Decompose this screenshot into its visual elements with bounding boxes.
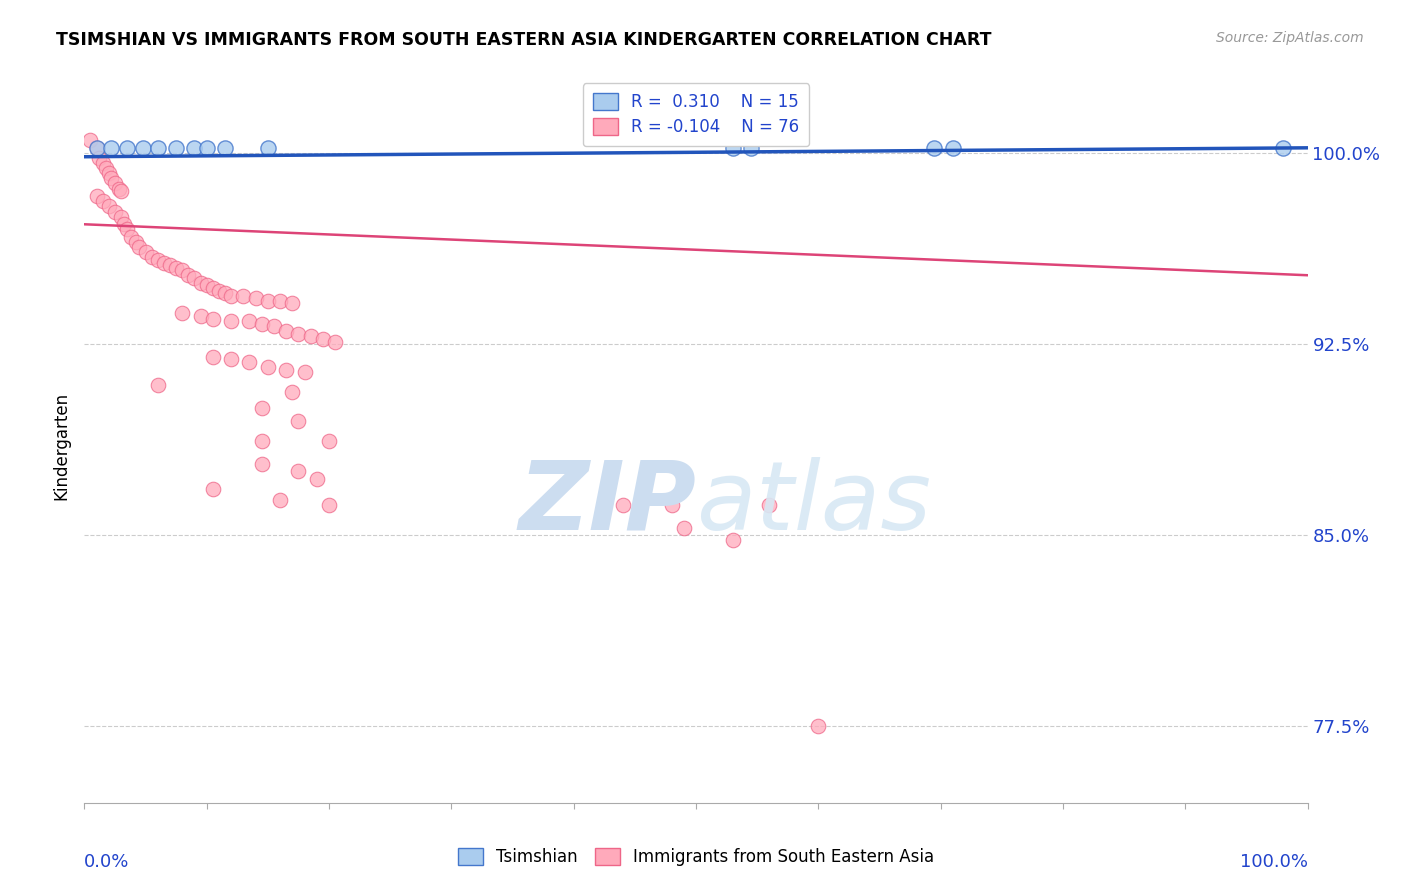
Point [104, 204, 127, 219]
Point [312, 332, 335, 346]
Point [219, 352, 242, 367]
Point [232, 288, 254, 302]
Text: TSIMSHIAN VS IMMIGRANTS FROM SOUTH EASTERN ASIA KINDERGARTEN CORRELATION CHART: TSIMSHIAN VS IMMIGRANTS FROM SOUTH EASTE… [56, 31, 991, 49]
Point [281, 385, 304, 400]
Point [97, 166, 120, 180]
Point [132, 141, 155, 155]
Point [135, 245, 157, 260]
Point [250, 434, 273, 448]
Point [276, 362, 298, 376]
Point [201, 483, 224, 497]
Point [79, 133, 101, 147]
Point [183, 141, 205, 155]
Text: 0.0%: 0.0% [84, 853, 129, 871]
Point [115, 141, 138, 155]
Point [146, 377, 169, 392]
Point [172, 306, 194, 320]
Text: Source: ZipAtlas.com: Source: ZipAtlas.com [1216, 31, 1364, 45]
Point [159, 258, 181, 272]
Point [263, 319, 285, 334]
Point [305, 472, 328, 486]
Point [201, 281, 224, 295]
Point [214, 141, 236, 155]
Point [100, 141, 122, 155]
Point [269, 492, 291, 507]
Point [91, 156, 114, 170]
Point [195, 141, 218, 155]
Point [110, 184, 132, 198]
Point [276, 324, 298, 338]
Point [195, 278, 218, 293]
Point [146, 141, 169, 155]
Point [110, 210, 132, 224]
Point [115, 222, 138, 236]
Point [100, 171, 122, 186]
Point [257, 141, 280, 155]
Point [238, 355, 260, 369]
Point [287, 413, 309, 427]
Point [281, 296, 304, 310]
Point [318, 434, 340, 448]
Y-axis label: Kindergarten: Kindergarten [52, 392, 70, 500]
Point [672, 520, 695, 534]
Text: ZIP: ZIP [517, 457, 696, 549]
Point [924, 141, 946, 155]
Point [287, 465, 309, 479]
Point [323, 334, 346, 349]
Point [612, 498, 634, 512]
Point [165, 260, 187, 275]
Point [153, 255, 176, 269]
Legend: Tsimshian, Immigrants from South Eastern Asia: Tsimshian, Immigrants from South Eastern… [451, 841, 941, 873]
Point [318, 498, 340, 512]
Point [112, 217, 135, 231]
Point [141, 251, 163, 265]
Point [269, 293, 291, 308]
Point [740, 141, 762, 155]
Point [165, 141, 187, 155]
Point [177, 268, 200, 283]
Point [721, 533, 744, 548]
Point [97, 199, 120, 213]
Point [807, 719, 830, 733]
Point [661, 498, 683, 512]
Point [87, 151, 110, 165]
Point [257, 293, 280, 308]
Text: 100.0%: 100.0% [1240, 853, 1308, 871]
Point [107, 181, 129, 195]
Point [758, 498, 780, 512]
Point [250, 317, 273, 331]
Point [299, 329, 322, 343]
Point [942, 141, 965, 155]
Point [125, 235, 148, 249]
Point [91, 194, 114, 209]
Point [86, 141, 108, 155]
Point [190, 309, 212, 323]
Point [257, 359, 280, 374]
Point [172, 263, 194, 277]
Point [721, 141, 744, 155]
Text: atlas: atlas [696, 457, 931, 549]
Point [214, 286, 236, 301]
Point [183, 270, 205, 285]
Point [104, 177, 127, 191]
Point [219, 288, 242, 302]
Point [201, 311, 224, 326]
Point [208, 284, 231, 298]
Point [1272, 141, 1295, 155]
Point [120, 230, 142, 244]
Point [190, 276, 212, 290]
Point [96, 161, 118, 176]
Point [238, 314, 260, 328]
Point [245, 291, 267, 305]
Point [86, 189, 108, 203]
Point [219, 314, 242, 328]
Point [294, 365, 316, 379]
Point [201, 350, 224, 364]
Point [287, 326, 309, 341]
Point [128, 240, 150, 254]
Point [250, 457, 273, 471]
Point [146, 252, 169, 267]
Point [86, 141, 108, 155]
Point [250, 401, 273, 415]
